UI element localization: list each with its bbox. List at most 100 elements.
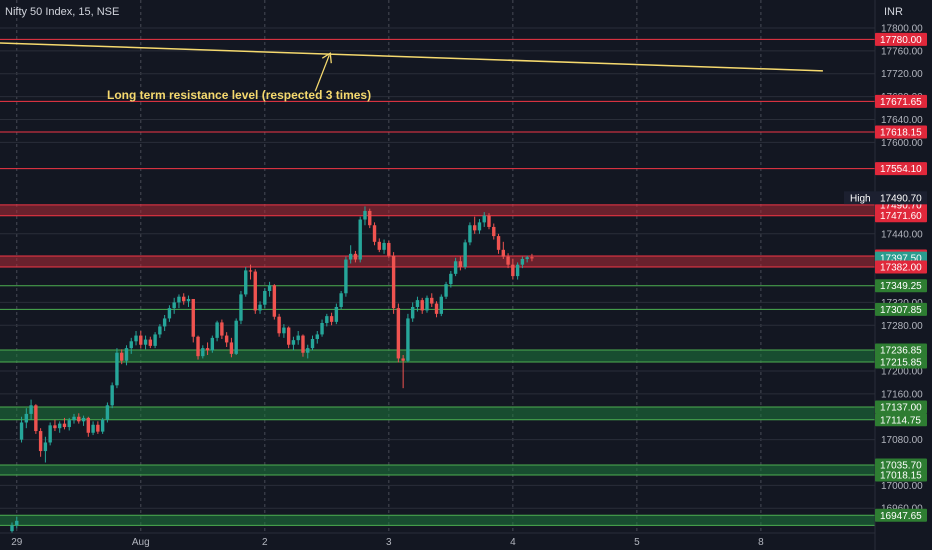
price-badge-text: 17018.15 <box>880 470 922 481</box>
price-badge-text: 17618.15 <box>880 127 922 138</box>
price-badge-text: 17490.70 <box>880 200 922 211</box>
candle-down <box>430 297 434 304</box>
candle-up <box>72 416 76 421</box>
candle-down <box>487 215 491 227</box>
candle-up <box>234 320 238 354</box>
candle-down <box>420 300 424 311</box>
y-tick-label: 17640.00 <box>881 115 923 126</box>
candle-down <box>196 336 200 357</box>
candle-up <box>153 334 157 346</box>
price-labels: 17780.00 17671.65 17618.15 17554.10 17490.70… <box>844 32 927 522</box>
price-badge <box>875 458 927 472</box>
candle-down <box>277 316 281 334</box>
annotation-text: Long term resistance level (respected 3 … <box>107 88 371 102</box>
candle-up <box>177 296 181 303</box>
candle-up <box>29 405 33 414</box>
price-badge-text: 17671.65 <box>880 97 922 108</box>
candle-down <box>434 303 439 314</box>
candle-up <box>162 318 167 327</box>
price-badge <box>875 279 927 293</box>
candle-down <box>34 405 38 432</box>
candle-down <box>511 264 515 277</box>
price-badge <box>875 302 927 316</box>
candle-up <box>105 405 110 420</box>
candle-down <box>368 210 372 226</box>
candle-up <box>439 296 443 314</box>
candle-up <box>363 210 367 220</box>
candle-down <box>286 327 291 345</box>
candle-up <box>143 339 148 345</box>
symbol-title[interactable]: Nifty 50 Index, 15, NSE <box>5 6 119 18</box>
candle-up <box>477 222 482 231</box>
price-badge-text: 17035.70 <box>880 460 922 471</box>
y-tick-label: 17280.00 <box>881 321 923 332</box>
price-badge-text: 17307.85 <box>880 305 922 316</box>
candle-up <box>115 352 119 386</box>
candle-up <box>410 306 415 319</box>
candle-up <box>449 273 453 285</box>
high-tag <box>844 191 876 205</box>
candle-up <box>453 261 458 274</box>
candle-up <box>291 340 296 345</box>
trendline-group[interactable] <box>0 42 823 72</box>
candle-up <box>172 302 176 309</box>
price-badge <box>875 343 927 357</box>
annotation-arrowhead <box>321 52 332 64</box>
candle-up <box>158 326 162 335</box>
candle-up <box>468 225 472 243</box>
annotation-group: Long term resistance level (respected 3 … <box>107 52 371 102</box>
candle-up <box>134 335 138 342</box>
candle-up <box>129 341 133 349</box>
y-tick-label: 17160.00 <box>881 389 923 400</box>
candle-up <box>315 334 319 340</box>
candle-down <box>492 226 496 237</box>
y-tick-label: 17200.00 <box>881 367 923 378</box>
candle-down <box>139 335 143 345</box>
candle-down <box>38 431 43 452</box>
y-tick-label: 17720.00 <box>881 69 923 80</box>
price-badge-text: 16947.65 <box>880 511 922 522</box>
y-tick-label: 17440.00 <box>881 229 923 240</box>
candle-up <box>339 293 343 307</box>
support-zone <box>0 349 875 362</box>
candle-down <box>229 342 234 354</box>
candle-down <box>391 255 396 309</box>
y-tick-label: 17600.00 <box>881 138 923 149</box>
candle-down <box>248 270 253 272</box>
x-tick-label: 4 <box>510 537 516 548</box>
candle-down <box>77 416 81 422</box>
candle-down <box>387 242 391 256</box>
candle-up <box>344 259 348 294</box>
candle-up <box>463 242 467 267</box>
levels <box>0 38 875 310</box>
price-badge-text: 17397.50 <box>880 254 922 265</box>
price-badge <box>875 162 927 176</box>
candle-up <box>110 385 114 406</box>
x-tick-label: 5 <box>634 537 640 548</box>
candle-up <box>296 335 300 341</box>
trendline[interactable] <box>0 42 823 72</box>
price-badge-text: 17554.10 <box>880 164 922 175</box>
price-badge-text: 17114.75 <box>880 415 921 426</box>
candle-down <box>205 348 210 351</box>
price-badge-text: 17471.60 <box>880 211 922 222</box>
candle-up <box>306 348 310 353</box>
x-tick-label: 3 <box>386 537 392 548</box>
candle-down <box>182 296 186 302</box>
high-tag-text: High <box>850 193 871 204</box>
candle-up <box>444 284 448 297</box>
x-tick-label: 29 <box>11 537 23 548</box>
price-badge <box>875 125 927 139</box>
x-tick-label: 2 <box>262 537 268 548</box>
candle-up <box>91 424 95 433</box>
candle-down <box>472 225 477 231</box>
zones <box>0 204 875 526</box>
candle-up <box>267 285 272 291</box>
time-axis-background <box>0 533 932 550</box>
candle-up <box>167 308 172 319</box>
candle-up <box>525 257 529 259</box>
time-axis[interactable]: 29 Aug 2 3 4 5 8 <box>11 537 764 548</box>
price-badge <box>875 260 927 274</box>
